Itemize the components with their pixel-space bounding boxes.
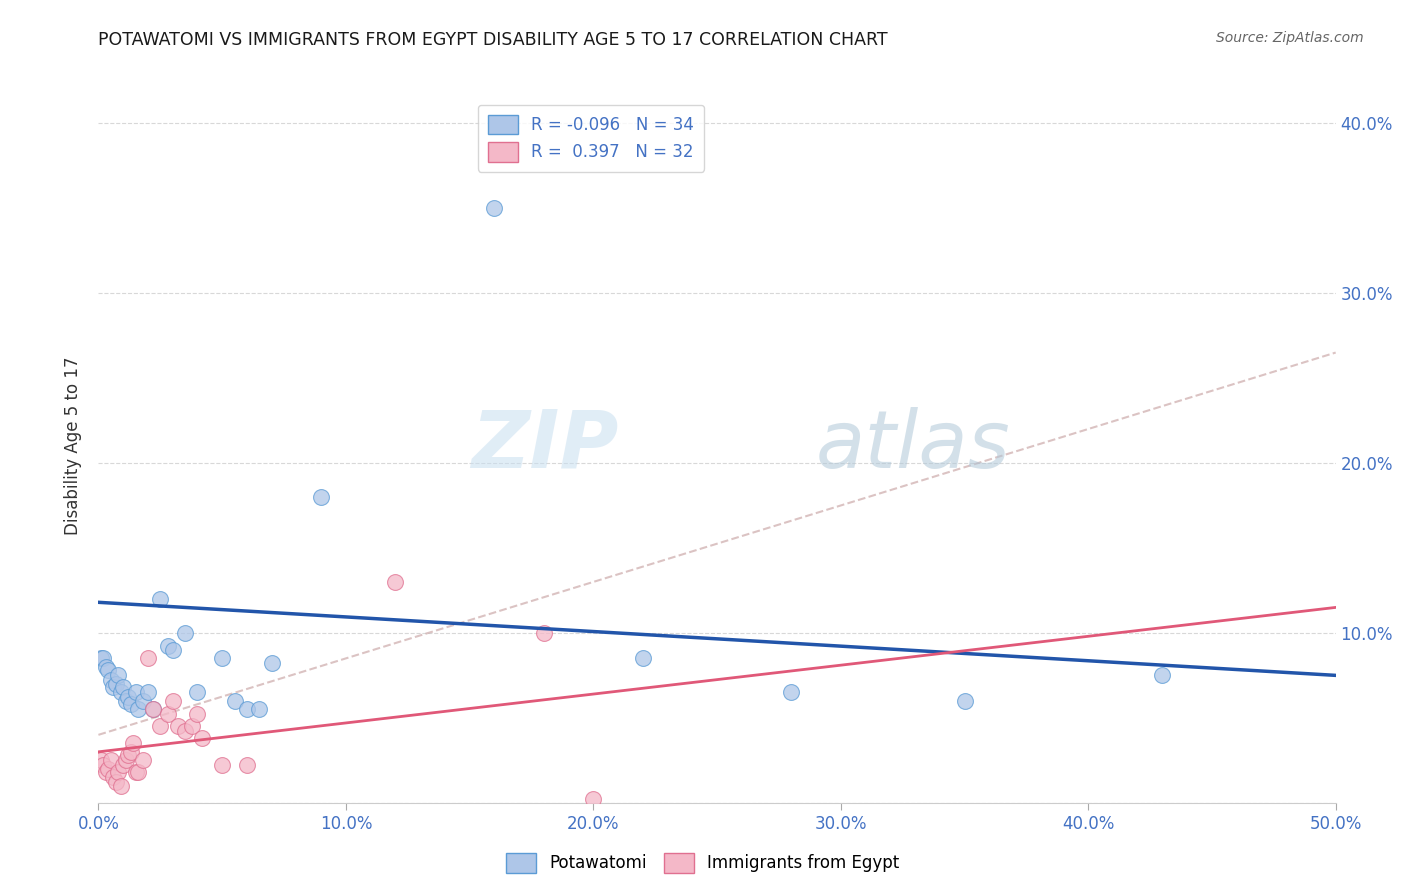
Point xyxy=(107,765,129,780)
Point xyxy=(110,779,132,793)
Point xyxy=(149,719,172,733)
Point xyxy=(132,694,155,708)
Point xyxy=(186,707,208,722)
Point xyxy=(136,685,159,699)
Text: Source: ZipAtlas.com: Source: ZipAtlas.com xyxy=(1216,31,1364,45)
Point xyxy=(114,694,136,708)
Point xyxy=(533,626,555,640)
Point xyxy=(162,643,184,657)
Point xyxy=(124,765,146,780)
Point xyxy=(224,694,246,708)
Point xyxy=(149,591,172,606)
Point xyxy=(247,702,270,716)
Point xyxy=(260,657,283,671)
Point xyxy=(122,736,145,750)
Point xyxy=(104,677,127,691)
Point xyxy=(94,660,117,674)
Point xyxy=(186,685,208,699)
Text: POTAWATOMI VS IMMIGRANTS FROM EGYPT DISABILITY AGE 5 TO 17 CORRELATION CHART: POTAWATOMI VS IMMIGRANTS FROM EGYPT DISA… xyxy=(98,31,889,49)
Point xyxy=(236,702,259,716)
Legend: Potawatomi, Immigrants from Egypt: Potawatomi, Immigrants from Egypt xyxy=(499,847,907,880)
Point xyxy=(127,765,149,780)
Point xyxy=(162,694,184,708)
Point xyxy=(93,651,115,665)
Point xyxy=(484,201,506,215)
Point xyxy=(156,707,179,722)
Point xyxy=(142,702,165,716)
Y-axis label: Disability Age 5 to 17: Disability Age 5 to 17 xyxy=(65,357,83,535)
Point xyxy=(117,748,139,763)
Point xyxy=(166,719,188,733)
Point xyxy=(93,758,115,772)
Point xyxy=(211,758,233,772)
Text: ZIP: ZIP xyxy=(471,407,619,485)
Point xyxy=(110,685,132,699)
Point xyxy=(100,673,122,688)
Point xyxy=(114,753,136,767)
Point xyxy=(103,770,125,784)
Point xyxy=(90,651,112,665)
Point xyxy=(156,640,179,654)
Point xyxy=(582,792,605,806)
Point xyxy=(953,694,976,708)
Point xyxy=(174,626,197,640)
Point xyxy=(181,719,204,733)
Point xyxy=(100,753,122,767)
Point xyxy=(127,702,149,716)
Point xyxy=(107,668,129,682)
Point xyxy=(191,731,214,746)
Legend: R = -0.096   N = 34, R =  0.397   N = 32: R = -0.096 N = 34, R = 0.397 N = 32 xyxy=(478,104,704,171)
Point xyxy=(174,724,197,739)
Point xyxy=(142,702,165,716)
Text: atlas: atlas xyxy=(815,407,1011,485)
Point xyxy=(211,651,233,665)
Point xyxy=(112,680,135,694)
Point xyxy=(104,775,127,789)
Point xyxy=(103,680,125,694)
Point xyxy=(780,685,803,699)
Point xyxy=(94,765,117,780)
Point xyxy=(309,490,332,504)
Point xyxy=(124,685,146,699)
Point xyxy=(236,758,259,772)
Point xyxy=(112,758,135,772)
Point xyxy=(132,753,155,767)
Point xyxy=(1152,668,1174,682)
Point xyxy=(117,690,139,705)
Point xyxy=(97,663,120,677)
Point xyxy=(90,753,112,767)
Point xyxy=(136,651,159,665)
Point xyxy=(384,574,406,589)
Point xyxy=(97,762,120,776)
Point xyxy=(631,651,654,665)
Point xyxy=(120,745,142,759)
Point xyxy=(120,698,142,712)
